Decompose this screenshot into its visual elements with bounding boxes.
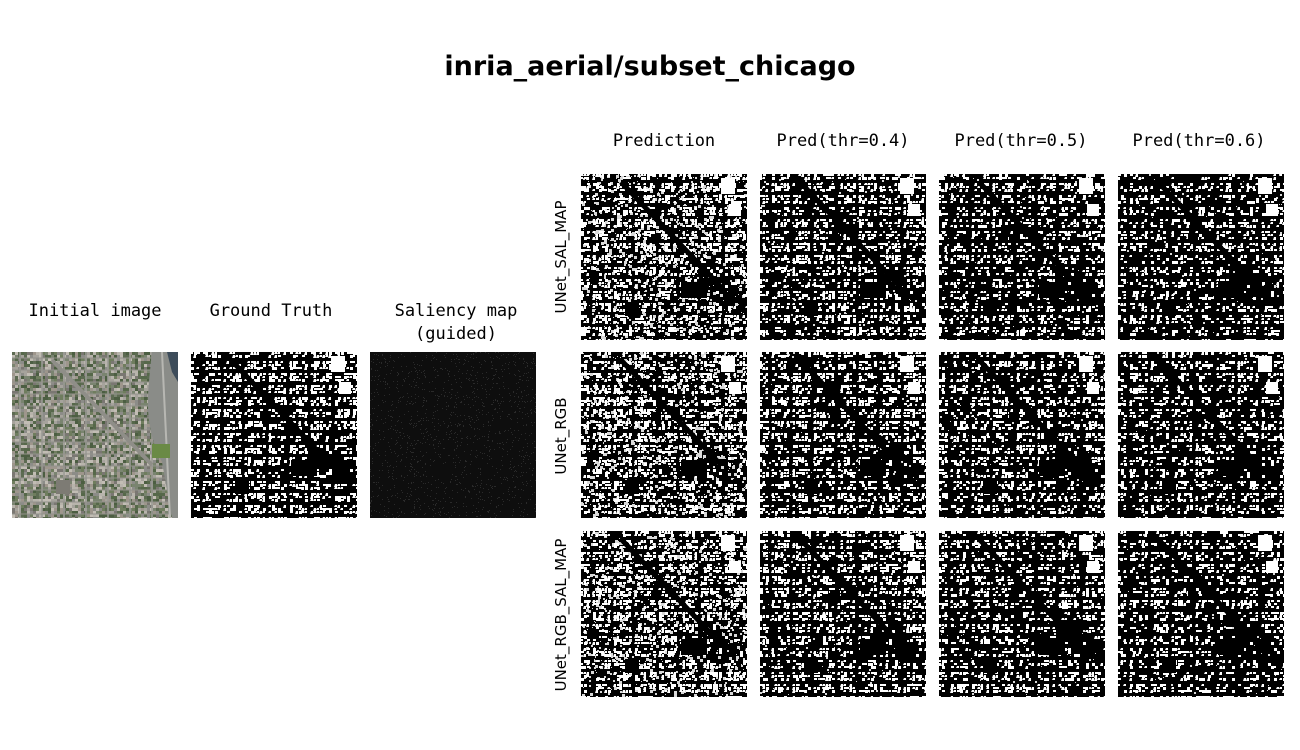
column-label-pred-thr-06: Pred(thr=0.6) [1132,131,1266,151]
column-label-prediction: Prediction [612,131,716,151]
pred-panel [760,531,926,697]
pred-panel [581,531,747,697]
column-label-ground-truth: Ground Truth [209,301,333,321]
column-label-pred-thr-05: Pred(thr=0.5) [954,131,1088,151]
column-label-pred-thr-04: Pred(thr=0.4) [776,131,910,151]
row-label-unet-sal-map: UNet_SAL_MAP [552,200,570,314]
pred-panel [1118,174,1284,340]
row-label-unet-rgb: UNet_RGB [552,397,570,475]
column-label-saliency-map: Saliency map (guided) [394,301,518,344]
pred-panel [939,352,1105,518]
pred-panel [1118,531,1284,697]
row-label-unet-rgb-sal-map: UNet_RGB_SAL_MAP [552,538,570,692]
pred-panel [939,174,1105,340]
column-label-initial-image: Initial image [28,301,162,321]
pred-panel [939,531,1105,697]
pred-panel [581,174,747,340]
ground-truth-panel [191,352,357,518]
pred-panel [1118,352,1284,518]
figure-title: inria_aerial/subset_chicago [444,51,856,82]
pred-panel [581,352,747,518]
initial-image-panel [12,352,178,518]
saliency-map-panel [370,352,536,518]
pred-panel [760,174,926,340]
pred-panel [760,352,926,518]
